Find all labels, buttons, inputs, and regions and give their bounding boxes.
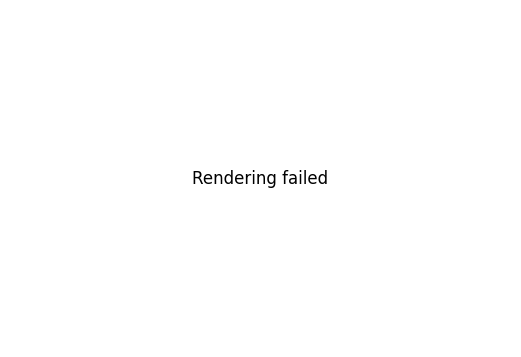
Text: Rendering failed: Rendering failed <box>192 170 329 187</box>
